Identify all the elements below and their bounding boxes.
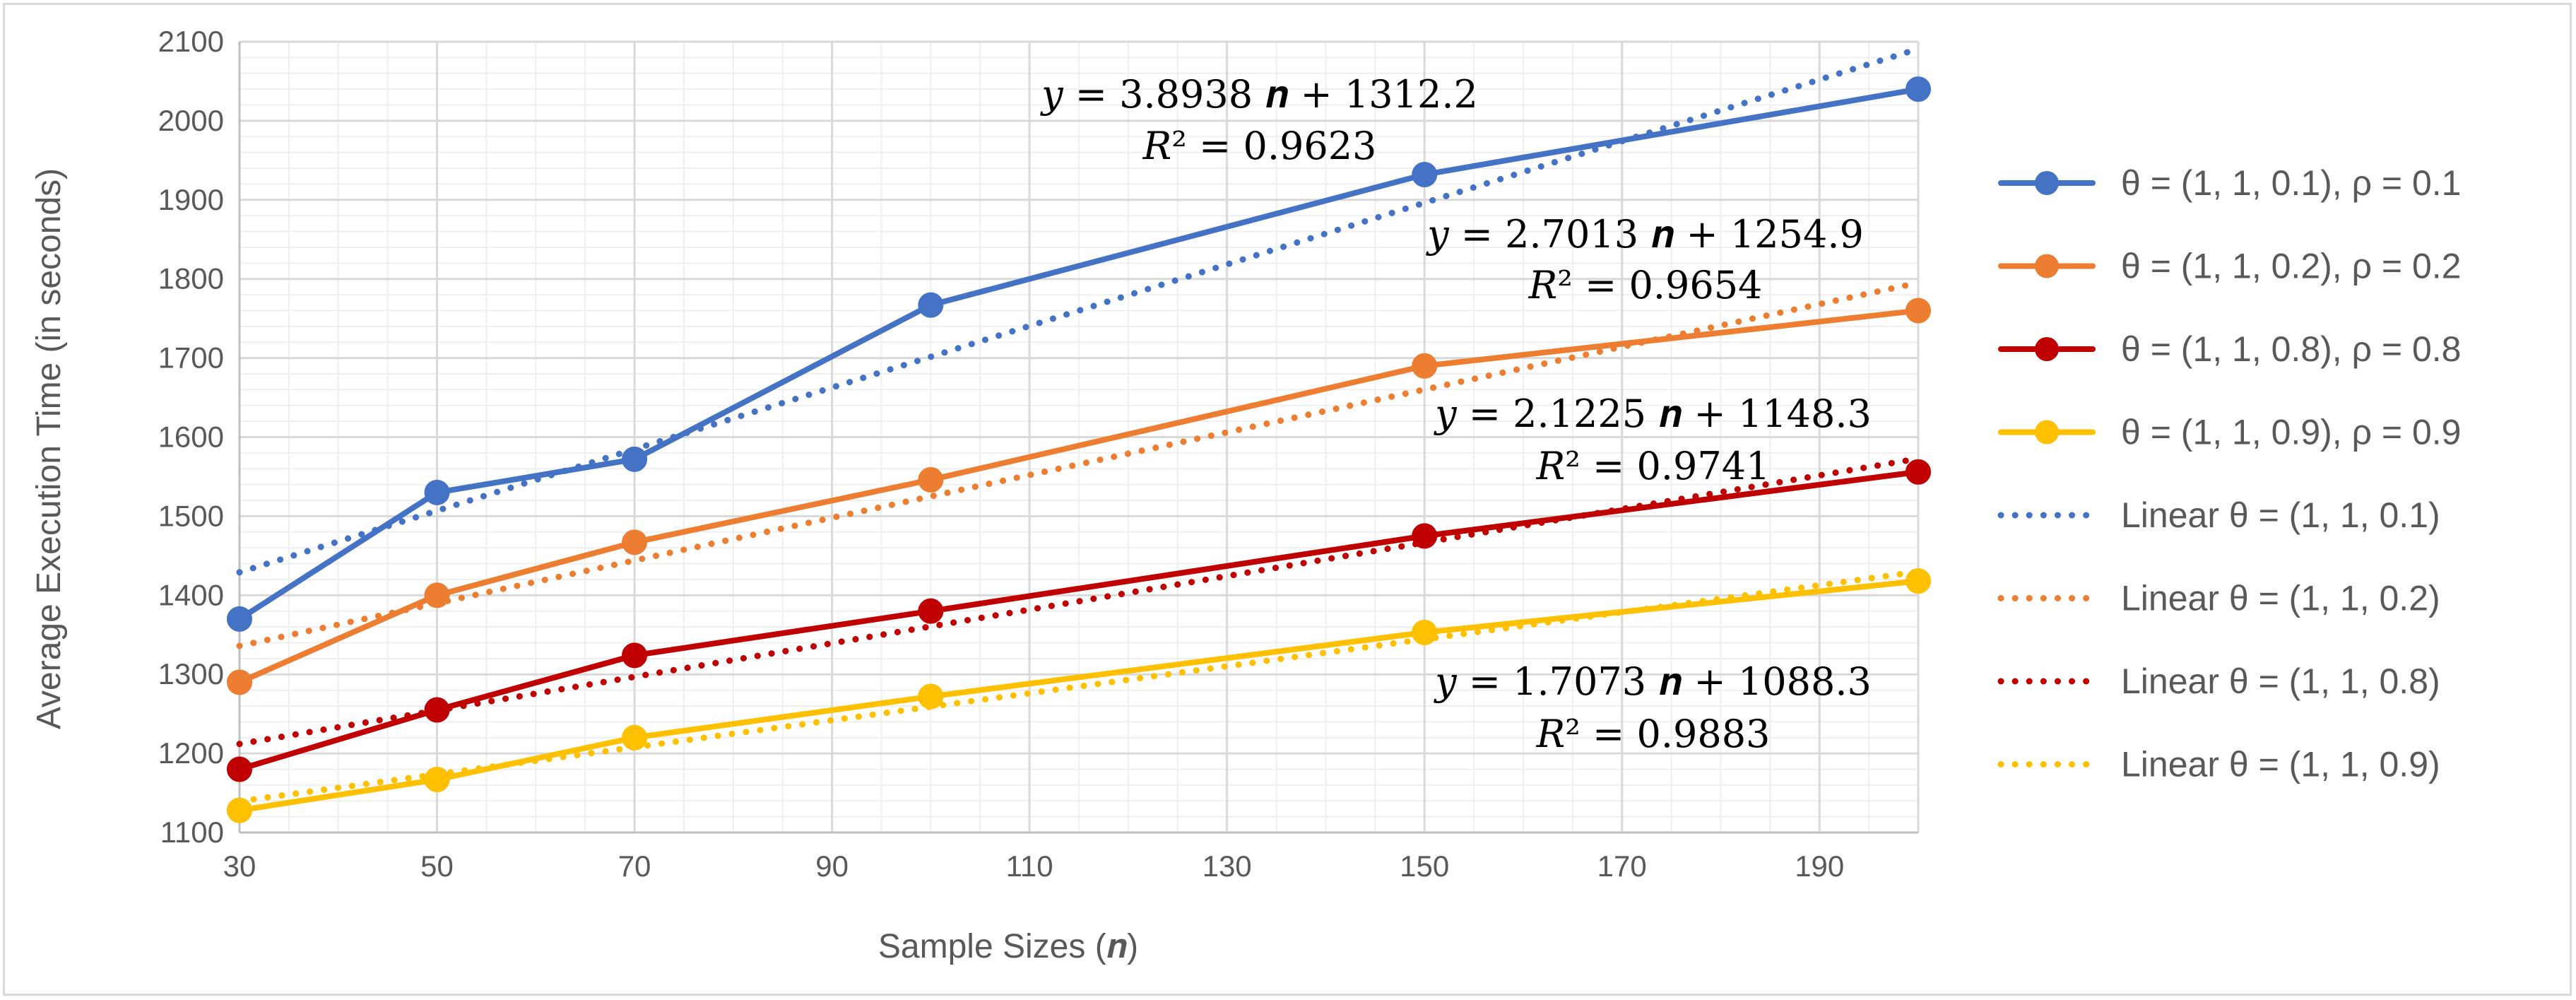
x-tick-label: 50 — [420, 849, 454, 883]
series-line — [237, 307, 1921, 686]
data-point — [1906, 459, 1931, 485]
x-tick-label: 30 — [223, 849, 256, 883]
legend-label: Linear θ = (1, 1, 0.1) — [2121, 495, 2440, 535]
legend-label: θ = (1, 1, 0.1), ρ = 0.1 — [2121, 163, 2462, 203]
y-tick-label: 1100 — [160, 816, 224, 849]
data-point — [424, 697, 450, 723]
x-tick-label: 110 — [1006, 849, 1053, 883]
x-tick-label: 190 — [1795, 849, 1844, 883]
data-point — [1906, 76, 1931, 102]
grid — [238, 40, 1920, 834]
trendline-r-squared: 𝑅² = 0.9623 — [1142, 124, 1377, 168]
data-point — [1412, 353, 1438, 379]
series-lines — [237, 86, 1921, 813]
x-tick-label: 150 — [1400, 849, 1449, 883]
y-tick-label: 1700 — [158, 341, 224, 375]
axes: 1100 1200 1300 1400 1500 1600 1700 1800 1900 2000… — [158, 25, 1918, 883]
series-line — [237, 578, 1921, 813]
data-point — [1412, 161, 1438, 187]
legend-label: Linear θ = (1, 1, 0.9) — [2121, 745, 2440, 784]
data-point — [424, 479, 450, 505]
trendline-equation: 𝑦 = 1.7073 𝒏 + 1088.3 — [1434, 659, 1872, 704]
data-point — [622, 642, 648, 669]
legend-label: Linear θ = (1, 1, 0.8) — [2121, 661, 2440, 701]
y-tick-label: 1800 — [158, 262, 224, 295]
x-tick-label: 70 — [618, 849, 651, 883]
legend-marker-swatch — [2035, 420, 2059, 445]
y-tick-label: 1200 — [158, 736, 224, 770]
data-point — [1906, 298, 1931, 324]
series-line — [237, 469, 1921, 772]
data-point — [424, 767, 450, 793]
trendline-r-squared: 𝑅² = 0.9883 — [1536, 712, 1771, 756]
trendline-equation: 𝑦 = 2.7013 𝒏 + 1254.9 — [1426, 212, 1864, 257]
data-point — [918, 598, 944, 624]
x-tick-label: 130 — [1203, 849, 1252, 883]
y-tick-label: 1400 — [158, 578, 224, 611]
data-point — [424, 582, 450, 608]
trendline-equation: 𝑦 = 2.1225 𝒏 + 1148.3 — [1434, 392, 1872, 436]
y-axis-title: Average Execution Time (in seconds) — [30, 168, 68, 729]
data-point — [918, 683, 944, 710]
trendline-r-squared: 𝑅² = 0.9654 — [1528, 263, 1763, 307]
legend-label: Linear θ = (1, 1, 0.2) — [2121, 579, 2440, 618]
legend-label: θ = (1, 1, 0.8), ρ = 0.8 — [2121, 329, 2462, 369]
y-tick-label: 1600 — [158, 420, 224, 454]
y-tick-label: 2100 — [158, 25, 224, 58]
line-chart: 1100 1200 1300 1400 1500 1600 1700 1800 1900 2000… — [30, 25, 2462, 965]
legend-marker-swatch — [2035, 171, 2059, 195]
legend-label: θ = (1, 1, 0.2), ρ = 0.2 — [2121, 247, 2462, 286]
legend: θ = (1, 1, 0.1), ρ = 0.1 θ = (1, 1, 0.2),… — [1997, 163, 2462, 784]
trendline-labels: 𝑦 = 3.8938 𝒏 + 1312.2 𝑅² = 0.9623 𝑦 = 2.70… — [1040, 72, 1872, 756]
data-point — [227, 797, 252, 823]
y-tick-label: 1500 — [158, 499, 224, 532]
data-point — [622, 446, 648, 472]
trendline-equation: 𝑦 = 3.8938 𝒏 + 1312.2 — [1040, 72, 1478, 117]
legend-marker-swatch — [2035, 337, 2059, 361]
data-point — [1906, 568, 1931, 594]
x-tick-label: 90 — [815, 849, 849, 883]
data-point — [918, 466, 944, 493]
data-point — [227, 669, 252, 695]
legend-label: θ = (1, 1, 0.9), ρ = 0.9 — [2121, 413, 2462, 452]
y-tick-label: 1900 — [158, 183, 224, 216]
data-point — [1412, 523, 1438, 549]
series-markers — [227, 76, 1931, 823]
y-tick-label: 1300 — [158, 657, 224, 690]
trendline-r-squared: 𝑅² = 0.9741 — [1536, 444, 1771, 488]
data-point — [918, 292, 944, 318]
data-point — [227, 756, 252, 782]
data-point — [227, 606, 252, 632]
y-tick-label: 2000 — [158, 104, 224, 137]
series-line — [237, 86, 1921, 622]
data-point — [622, 529, 648, 555]
data-point — [622, 724, 648, 751]
x-tick-label: 170 — [1597, 849, 1647, 883]
legend-marker-swatch — [2035, 254, 2059, 278]
x-axis-title: Sample Sizes (𝒏) — [878, 928, 1138, 965]
data-point — [1412, 619, 1438, 645]
chart-frame: 1100 1200 1300 1400 1500 1600 1700 1800 1900 2000… — [3, 3, 2572, 996]
